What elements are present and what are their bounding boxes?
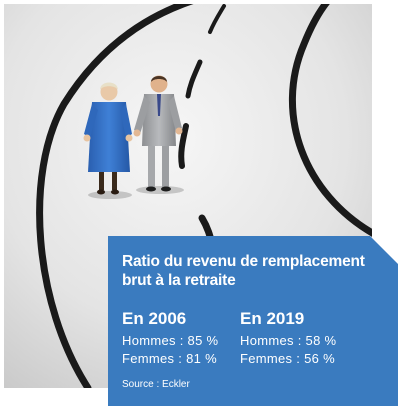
road-right-line: [288, 4, 372, 237]
road-left-line: [36, 4, 194, 388]
figurine-man: [133, 75, 183, 192]
road-dash: [185, 59, 203, 99]
year-column-2006: En 2006 Hommes : 85 % Femmes : 81 %: [122, 310, 252, 368]
source-credit: Source : Eckler: [122, 379, 190, 390]
year-heading: En 2019: [240, 309, 305, 328]
women-ratio: Femmes : 81 %: [122, 351, 217, 366]
men-ratio: Hommes : 58 %: [240, 333, 337, 348]
info-box-title: Ratio du revenu de remplacement brut à l…: [122, 253, 365, 289]
figurine-woman: [83, 82, 133, 195]
info-box: Ratio du revenu de remplacement brut à l…: [108, 236, 398, 406]
road-dash: [208, 4, 226, 34]
year-column-2019: En 2019 Hommes : 58 % Femmes : 56 %: [240, 310, 370, 368]
men-ratio: Hommes : 85 %: [122, 333, 219, 348]
year-heading: En 2006: [122, 309, 187, 328]
photo-figurines-road: [4, 4, 372, 388]
women-ratio: Femmes : 56 %: [240, 351, 335, 366]
road-dash: [178, 123, 189, 169]
info-box-background: [108, 236, 398, 406]
